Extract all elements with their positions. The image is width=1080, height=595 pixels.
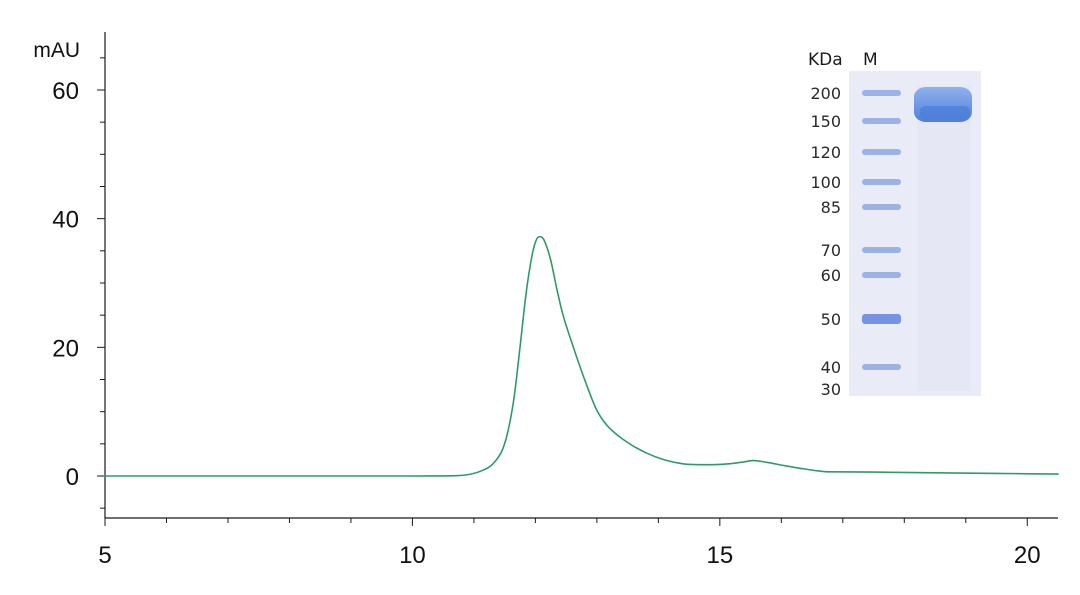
gel-marker-bands bbox=[862, 90, 901, 370]
x-tick-label: 10 bbox=[399, 542, 426, 569]
gel-marker-band bbox=[862, 204, 901, 210]
gel-marker-band bbox=[862, 179, 901, 185]
y-tick-label: 40 bbox=[52, 207, 79, 234]
gel-sample-lane bbox=[914, 86, 972, 391]
gel-marker-label: 30 bbox=[821, 380, 841, 399]
gel-marker-labels: 200 150 120 100 85 70 60 50 40 30 bbox=[810, 84, 841, 399]
gel-marker-band bbox=[862, 118, 901, 124]
gel-marker-label: 200 bbox=[810, 84, 841, 103]
gel-marker-band bbox=[862, 149, 901, 155]
gel-marker-band bbox=[862, 272, 901, 278]
y-tick-label: 60 bbox=[52, 78, 79, 105]
y-tick-label: 20 bbox=[52, 335, 79, 362]
gel-sample-band-core bbox=[920, 106, 970, 120]
chromatogram-trace bbox=[104, 235, 1059, 477]
gel-marker-label: 120 bbox=[810, 143, 841, 162]
y-axis-label: mAU bbox=[33, 39, 80, 62]
gel-marker-header: M bbox=[863, 50, 878, 70]
gel-marker-band bbox=[862, 247, 901, 253]
gel-marker-band bbox=[862, 364, 901, 370]
sds-page-gel-inset: KDa M 200 150 120 100 85 70 60 50 40 30 bbox=[808, 50, 981, 399]
y-tick-label: 0 bbox=[66, 464, 79, 491]
gel-sample-lane-shadow bbox=[917, 86, 971, 391]
y-axis-ticks: 0 20 40 60 bbox=[52, 57, 105, 509]
gel-marker-label: 85 bbox=[821, 198, 841, 217]
gel-marker-label: 100 bbox=[810, 173, 841, 192]
gel-marker-band bbox=[862, 314, 901, 324]
x-tick-label: 15 bbox=[706, 542, 733, 569]
x-tick-label: 20 bbox=[1014, 542, 1041, 569]
gel-marker-label: 60 bbox=[821, 266, 841, 285]
gel-marker-label: 50 bbox=[821, 310, 841, 329]
gel-marker-band bbox=[862, 90, 901, 96]
x-tick-label: 5 bbox=[98, 542, 111, 569]
gel-marker-label: 150 bbox=[810, 112, 841, 131]
x-axis-ticks: 5 10 15 20 bbox=[98, 518, 1041, 569]
chart-axes: 0 20 40 60 5 10 15 20 mAU bbox=[33, 32, 1058, 569]
gel-marker-label: 40 bbox=[821, 358, 841, 377]
gel-kda-header: KDa bbox=[808, 50, 843, 70]
gel-marker-label: 70 bbox=[821, 241, 841, 260]
